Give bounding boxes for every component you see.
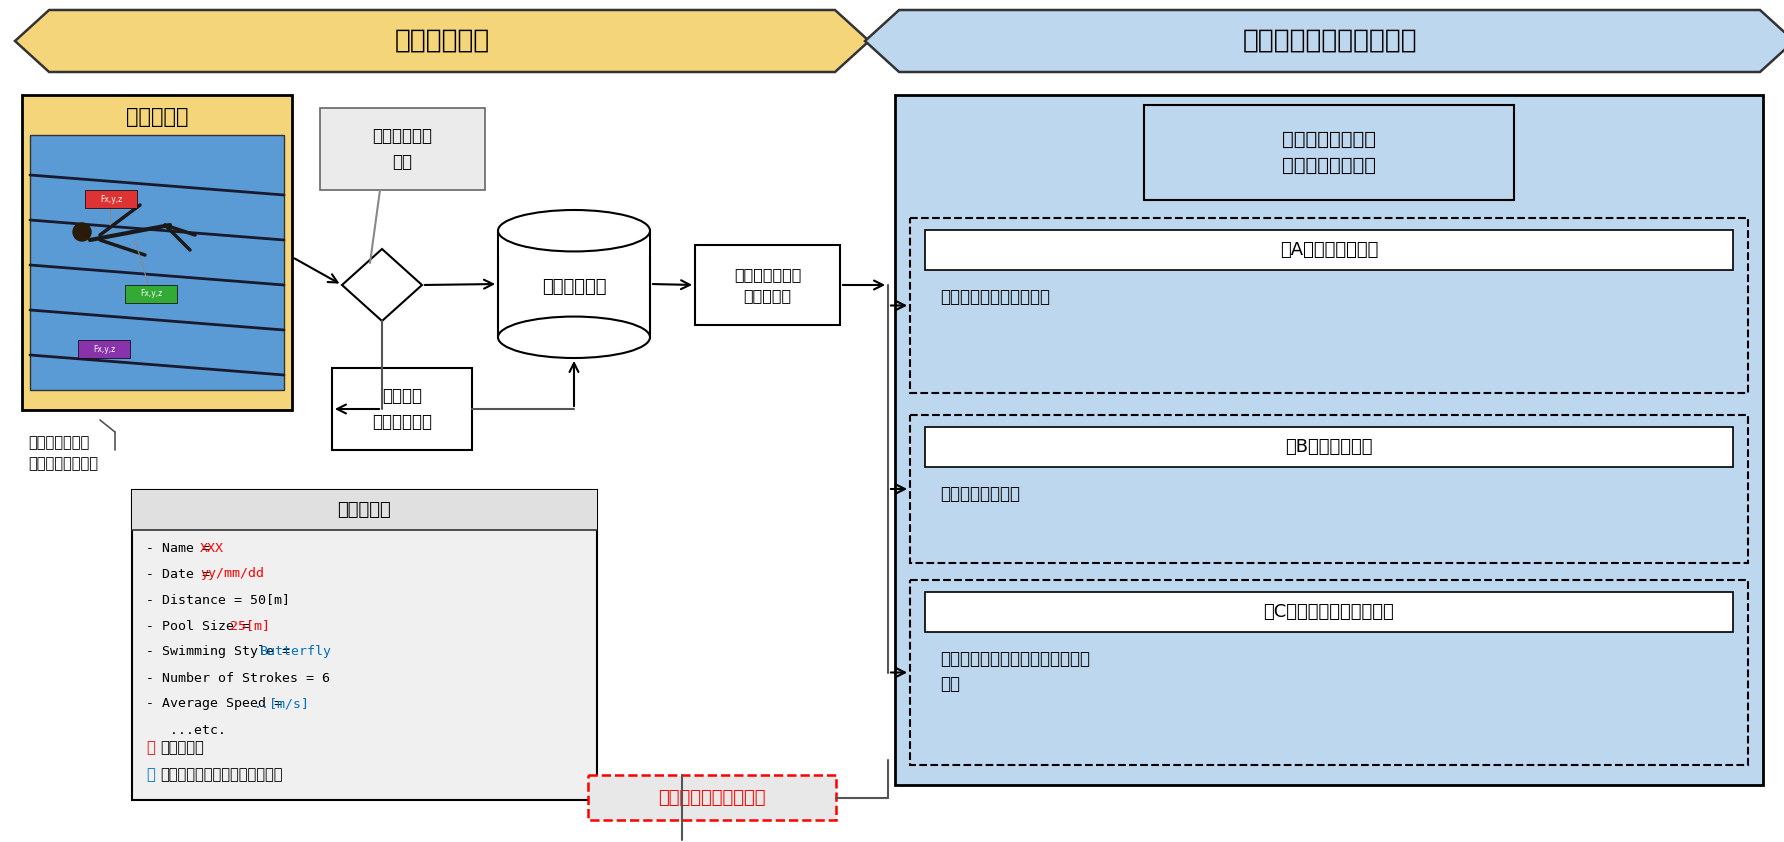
Text: データベース: データベース [542,278,607,296]
Text: - Average Speed =: - Average Speed = [146,697,291,711]
Text: 入力（格納）: 入力（格納） [394,28,489,54]
Text: 蓄積された競技データの可視化と
評価: 蓄積された競技データの可視化と 評価 [940,650,1090,693]
Bar [132,490,598,800]
Text: データ取得: データ取得 [125,107,189,127]
Text: 取得データの
格納: 取得データの 格納 [373,127,432,170]
Bar [125,285,177,303]
Text: - Distance = 50[m]: - Distance = 50[m] [146,594,291,606]
Bar [924,592,1732,632]
Text: 出力（フィードバック）: 出力（フィードバック） [1242,28,1416,54]
Text: １試技全体の評価: １試技全体の評価 [940,485,1020,503]
Bar [910,415,1748,563]
Ellipse shape [498,317,649,358]
Text: （B）競技終了後: （B）競技終了後 [1284,438,1372,456]
Bar [132,490,598,530]
Bar [21,95,293,410]
Bar [696,245,840,325]
Text: yy/mm/dd: yy/mm/dd [200,568,264,580]
Text: 青: 青 [146,768,155,782]
Bar [30,135,284,390]
Bar [589,775,837,820]
Text: フィードバックの
タイミングと内容: フィードバックの タイミングと内容 [1283,130,1375,175]
Text: - Number of Strokes = 6: - Number of Strokes = 6 [146,672,330,685]
Circle shape [73,223,91,241]
Text: Butterfly: Butterfly [260,646,332,658]
Text: Fx,y,z: Fx,y,z [139,290,162,299]
Text: データ内容: データ内容 [337,501,391,519]
Bar [924,427,1732,467]
Text: ：事前入力: ：事前入力 [161,740,203,755]
Text: - Pool Size =: - Pool Size = [146,620,259,632]
Text: データの
クレンジング: データの クレンジング [373,387,432,430]
Text: ..[m/s]: ..[m/s] [253,697,310,711]
Text: 赤: 赤 [146,740,155,755]
Text: - Name =: - Name = [146,541,218,555]
Bar [319,108,485,190]
Text: 競技者は単一の
センサを腰に装着: 競技者は単一の センサを腰に装着 [29,435,98,471]
Bar [1144,105,1515,200]
Text: XXX: XXX [200,541,225,555]
Text: （A）リアルタイム: （A）リアルタイム [1279,241,1379,259]
Bar [896,95,1763,785]
Ellipse shape [498,210,649,252]
Text: - Date =: - Date = [146,568,218,580]
Text: Fx,y,z: Fx,y,z [100,195,121,204]
Bar [910,580,1748,765]
Bar [924,230,1732,270]
Bar [78,340,130,358]
Bar [910,218,1748,393]
Bar [86,190,137,208]
Text: 25[m]: 25[m] [230,620,269,632]
Polygon shape [865,10,1784,72]
Text: Fx,y,z: Fx,y,z [93,344,116,354]
Text: （C）トレーニング終了後: （C）トレーニング終了後 [1263,603,1395,621]
Bar [500,230,649,255]
Bar [332,368,473,450]
Text: ...etc.: ...etc. [146,723,227,737]
Text: - Swimming Style =: - Swimming Style = [146,646,298,658]
Polygon shape [14,10,869,72]
Text: 各泳動作１周期分の評価: 各泳動作１周期分の評価 [940,288,1051,306]
Text: ：センサデータからの自動検出: ：センサデータからの自動検出 [161,768,282,782]
Text: フィードバック
内容の算出: フィードバック 内容の算出 [733,267,801,303]
Polygon shape [343,249,423,321]
Bar [498,231,649,338]
Text: 視覚的フィードバック: 視覚的フィードバック [658,788,765,807]
